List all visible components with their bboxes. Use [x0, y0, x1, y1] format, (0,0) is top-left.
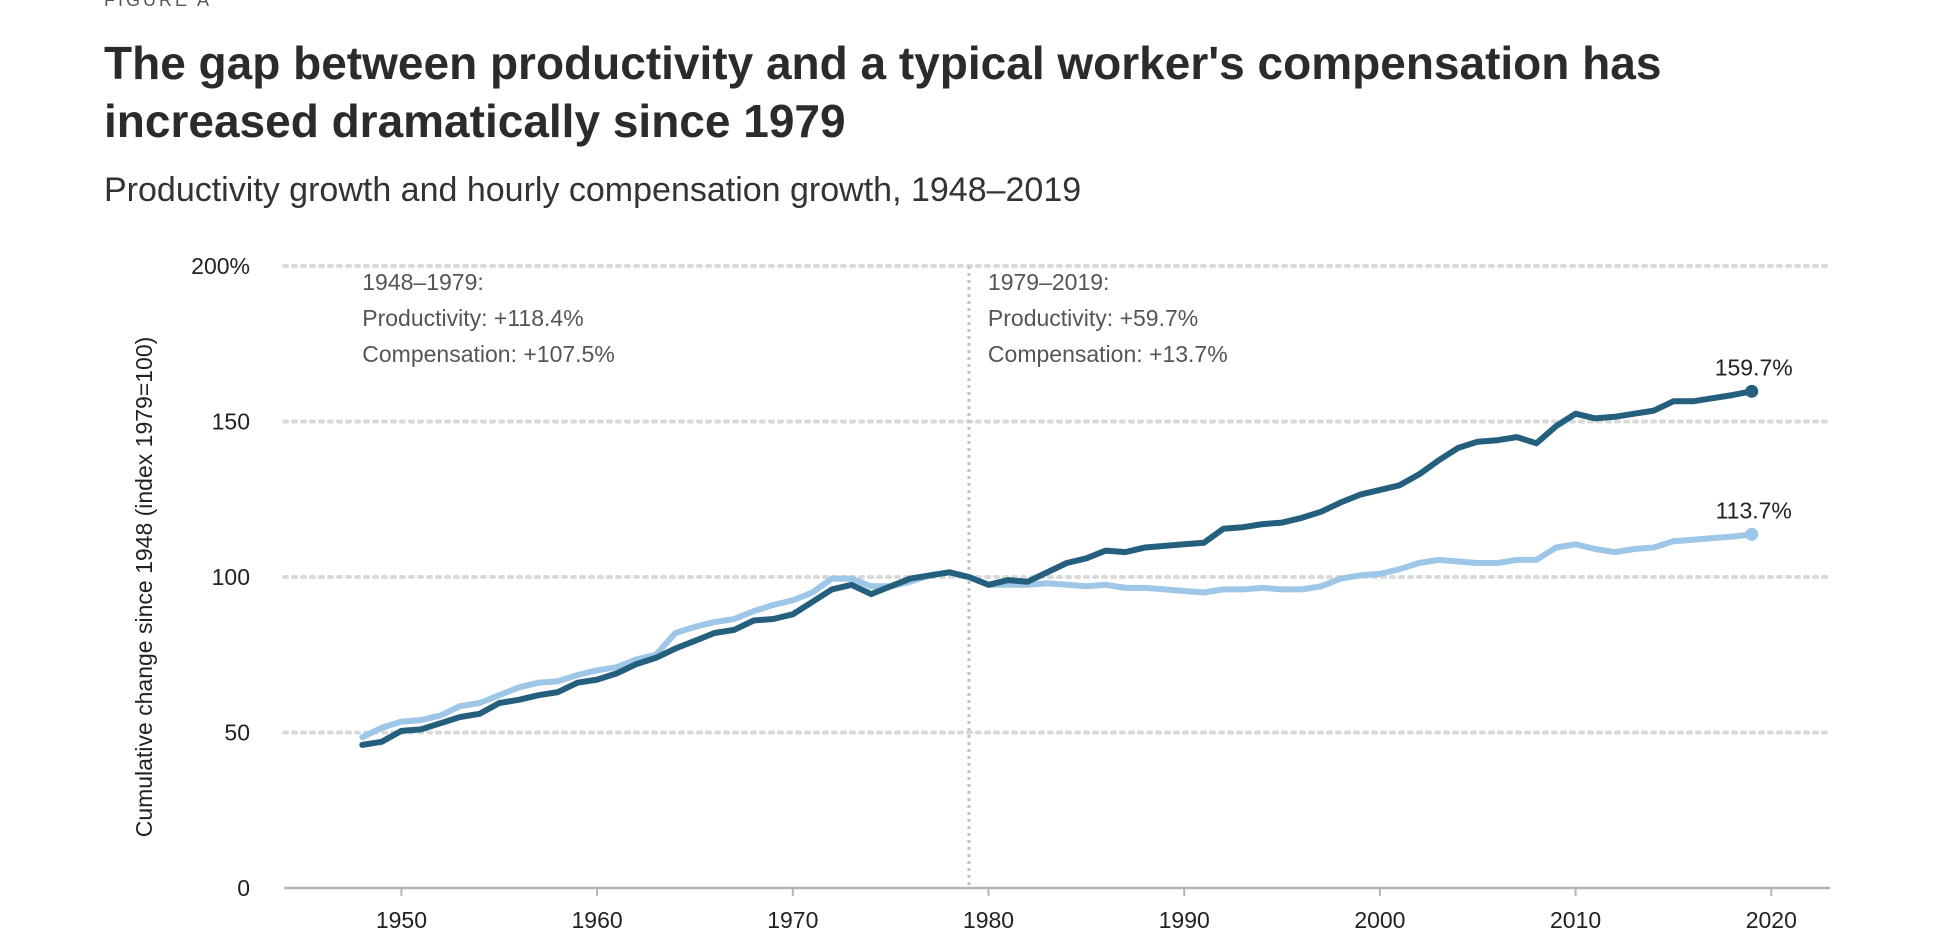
series-lines: 113.7% 159.7%	[359, 354, 1793, 748]
y-axis-label: Cumulative change since 1948 (index 1979…	[131, 337, 157, 838]
x-tick-1960: 1960	[572, 907, 623, 933]
y-tick-50: 50	[224, 720, 250, 746]
annotation-1-line-0: 1979–2019:	[988, 269, 1110, 295]
series-compensation-end-label: 113.7%	[1716, 497, 1792, 523]
annotation-0-line-0: 1948–1979:	[362, 269, 484, 295]
x-tick-1970: 1970	[767, 907, 818, 933]
y-axis-ticks: 0 50 100 150 200%	[191, 253, 250, 901]
chart-title: The gap between productivity and a typic…	[104, 37, 1662, 147]
x-tick-2010: 2010	[1550, 907, 1601, 933]
x-tick-1980: 1980	[963, 907, 1014, 933]
x-tick-1990: 1990	[1159, 907, 1210, 933]
series-productivity-line	[359, 388, 1755, 748]
y-tick-100: 100	[212, 564, 250, 590]
series-productivity-end-marker	[1745, 384, 1759, 398]
annotation-0-line-2: Compensation: +107.5%	[362, 341, 615, 367]
annotation-1-line-2: Compensation: +13.7%	[988, 341, 1228, 367]
x-tick-1950: 1950	[376, 907, 427, 933]
y-tick-150: 150	[212, 409, 250, 435]
chart-subtitle: Productivity growth and hourly compensat…	[104, 171, 1082, 209]
x-axis-ticks: 1950 1960 1970 1980 1990 2000 2010 2020	[376, 888, 1797, 933]
annotation-0-line-1: Productivity: +118.4%	[362, 305, 583, 331]
figure-label: FIGURE A	[104, 0, 213, 10]
x-tick-2020: 2020	[1746, 907, 1797, 933]
series-compensation-line	[359, 531, 1755, 741]
annotation-1-line-1: Productivity: +59.7%	[988, 305, 1198, 331]
x-tick-2000: 2000	[1354, 907, 1405, 933]
y-tick-0: 0	[237, 875, 250, 901]
y-tick-200: 200%	[191, 253, 250, 279]
grid-lines	[282, 264, 1832, 890]
series-compensation-end-marker	[1745, 527, 1759, 541]
series-productivity-end-label: 159.7%	[1715, 354, 1793, 380]
period-annotations: 1948–1979: Productivity: +118.4% Compensat…	[362, 269, 1227, 367]
